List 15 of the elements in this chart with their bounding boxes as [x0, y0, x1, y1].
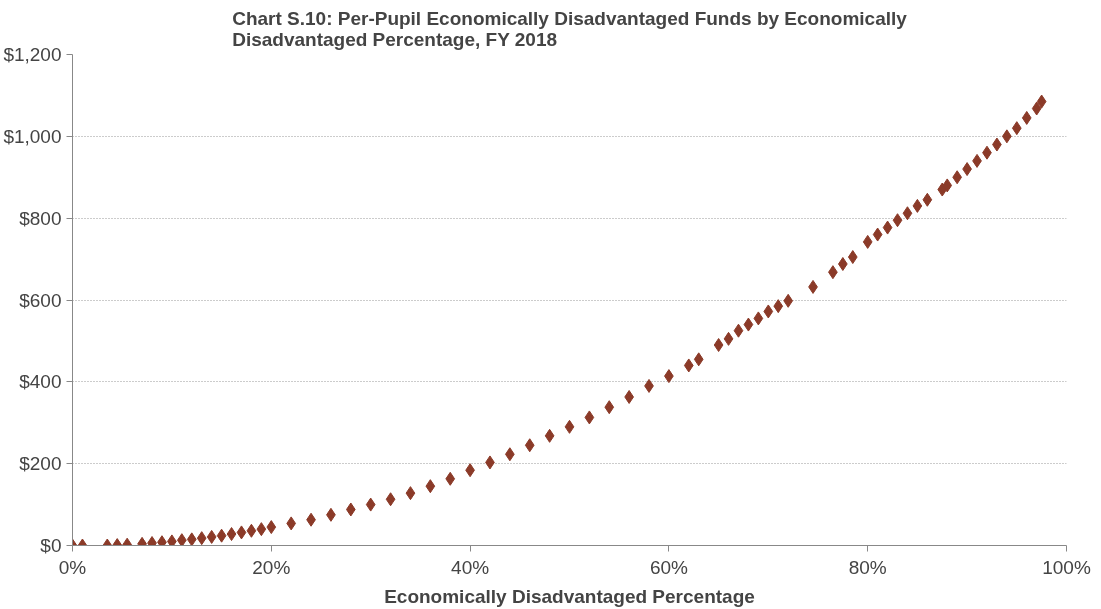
y-tick-label: $800: [19, 207, 62, 229]
x-tick-label: 0%: [58, 556, 87, 578]
x-tick-label: 100%: [1042, 556, 1091, 578]
x-tick-label: 20%: [252, 556, 291, 578]
y-tick-label: $600: [19, 289, 62, 311]
chart-title: Chart S.10: Per-Pupil Economically Disadvantaged Funds by Economically Disadvantaged Percentage, FY 2018: [232, 7, 908, 50]
y-tick-label: $1,200: [3, 44, 62, 65]
y-tick-label: $200: [19, 453, 62, 475]
y-tick-label: $1,000: [3, 125, 62, 147]
x-tick-label: 60%: [649, 556, 689, 578]
x-tick-label: 80%: [848, 556, 887, 578]
y-tick-label: $400: [19, 371, 62, 393]
x-tick-label: 40%: [451, 556, 490, 578]
y-tick-label: $0: [40, 535, 62, 556]
x-axis-title: Economically Disadvantaged Percentage: [384, 585, 755, 607]
